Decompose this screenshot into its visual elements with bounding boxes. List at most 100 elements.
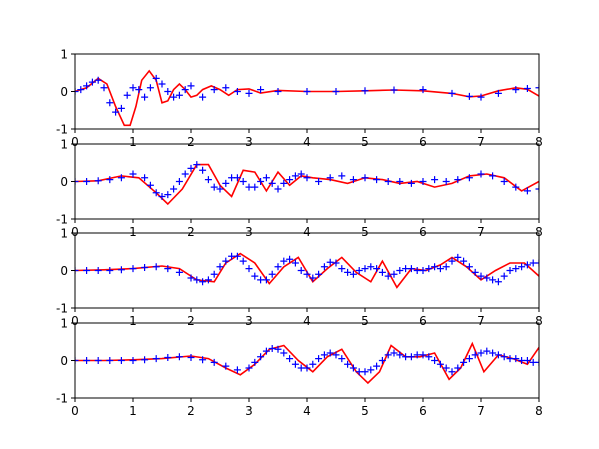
data-point [465,92,473,100]
data-point [309,360,317,368]
x-tick-label: 3 [245,404,253,418]
data-point [164,265,172,273]
data-point [494,89,502,97]
x-tick-label: 6 [419,225,427,239]
series-line-1 [75,163,539,206]
data-point [436,265,444,273]
x-tick-label: 3 [245,135,253,149]
data-point [448,89,456,97]
data-point [465,174,473,182]
series-line-1 [75,69,539,127]
data-point [210,183,218,191]
data-point [291,360,299,368]
data-point [117,104,125,112]
data-point [233,252,241,260]
data-point [233,174,241,182]
x-tick-label: 4 [303,314,311,328]
data-point [257,86,265,94]
data-point [320,263,328,271]
data-point [268,345,276,352]
data-point [152,74,160,82]
x-tick-label: 6 [419,404,427,418]
data-point [512,86,520,94]
data-point [83,267,91,274]
data-point [274,88,282,95]
x-tick-label: 5 [361,225,369,239]
data-point [83,357,91,364]
data-point [431,357,439,364]
data-point [129,357,137,364]
data-point [94,267,102,274]
x-tick-label: 5 [361,135,369,149]
data-point [175,268,183,276]
data-point [332,351,340,359]
data-point [338,355,346,363]
data-point [187,164,195,172]
data-point [286,355,294,363]
data-point [506,267,514,274]
series-markers-2 [75,345,539,376]
data-point [175,91,183,99]
x-tick-label: 2 [187,314,195,328]
data-point [135,86,143,94]
data-point [274,263,282,271]
data-point [384,272,392,280]
data-point [291,172,299,180]
data-point [170,93,178,101]
data-point [338,265,346,273]
data-point [222,257,230,265]
data-point [210,270,218,278]
data-point [471,268,479,276]
x-tick-label: 0 [71,404,79,418]
data-point [193,161,201,169]
data-point [303,88,311,95]
x-tick-label: 8 [535,135,543,149]
data-point [233,366,241,374]
data-point [94,357,102,364]
data-point [419,351,427,359]
data-point [94,76,102,84]
data-point [245,265,253,273]
data-point [204,176,212,184]
data-point [94,177,102,185]
data-point [280,257,288,265]
data-point [361,87,369,95]
data-point [419,267,427,274]
y-tick-label: -1 [56,123,68,137]
x-tick-label: 8 [535,225,543,239]
data-point [199,166,207,174]
data-point [164,88,172,95]
data-point [367,366,375,374]
data-point [262,174,270,182]
data-point [523,85,531,92]
data-point [494,278,502,286]
data-point [286,255,294,263]
y-tick-label: 1 [60,227,68,241]
data-point [373,265,381,273]
data-point [465,355,473,363]
data-point [489,172,497,180]
data-point [477,170,485,178]
data-point [216,185,224,193]
data-point [442,364,450,372]
data-point [245,364,253,372]
data-point [512,265,520,273]
x-tick-label: 2 [187,404,195,418]
data-point [361,265,369,273]
data-point [280,349,288,357]
y-tick-label: 0 [60,175,68,189]
data-point [407,265,415,273]
y-tick-label: 1 [60,48,68,62]
data-point [268,179,276,187]
data-point [274,185,282,193]
data-point [349,176,357,184]
data-point [141,264,149,271]
data-point [257,178,265,185]
data-point [210,86,218,94]
data-point [216,263,224,271]
data-point [158,193,166,200]
y-tick-label: 0 [60,85,68,99]
data-point [535,185,539,193]
data-point [83,178,91,185]
